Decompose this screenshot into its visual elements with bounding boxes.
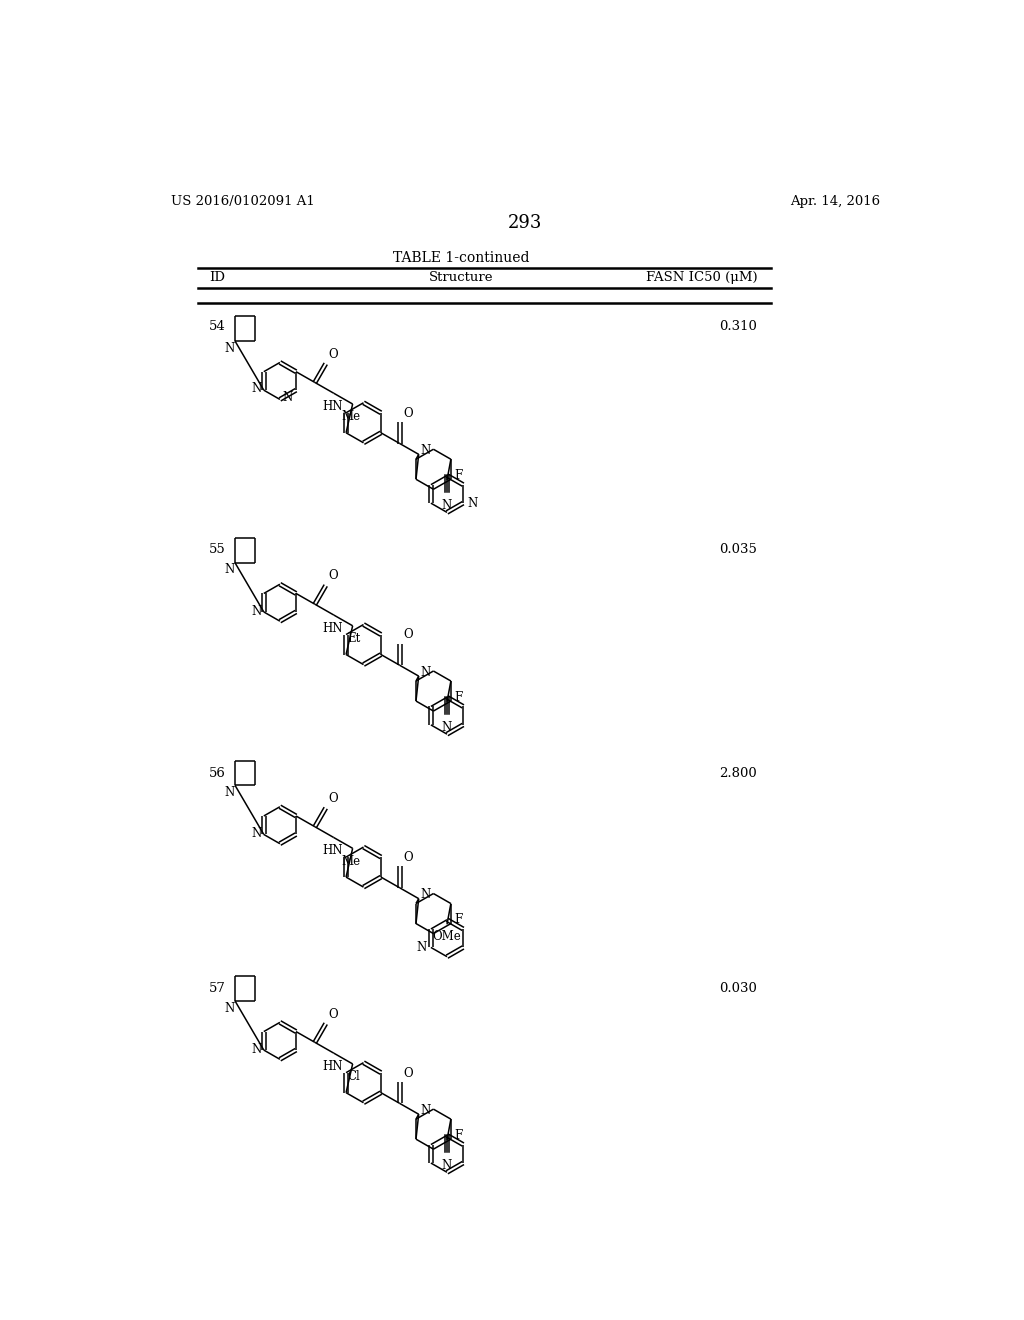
Text: N: N [442,499,453,512]
Text: Apr. 14, 2016: Apr. 14, 2016 [790,194,880,207]
Text: N: N [467,496,477,510]
Text: N: N [251,1043,261,1056]
Text: N: N [224,1002,234,1015]
Text: O: O [329,1007,339,1020]
Text: F: F [455,913,463,927]
Text: F: F [455,469,463,482]
Text: N: N [420,888,430,902]
Text: O: O [403,628,414,642]
Text: F: F [455,690,463,704]
Text: 293: 293 [508,214,542,232]
Text: 0.035: 0.035 [720,544,758,557]
Text: N: N [251,828,261,841]
Text: 2.800: 2.800 [720,767,758,780]
Text: N: N [224,785,234,799]
Text: OMe: OMe [432,931,462,944]
Text: 0.030: 0.030 [720,982,758,995]
Text: N: N [224,564,234,577]
Text: HN: HN [322,400,342,413]
Text: N: N [283,391,293,404]
Text: Et: Et [347,632,360,645]
Text: N: N [420,1104,430,1117]
Text: O: O [403,851,414,865]
Text: Me: Me [341,855,360,867]
Text: 55: 55 [209,544,226,557]
Text: US 2016/0102091 A1: US 2016/0102091 A1 [171,194,314,207]
Text: O: O [329,347,339,360]
Text: F: F [455,1129,463,1142]
Text: HN: HN [322,845,342,858]
Text: O: O [403,407,414,420]
Text: N: N [442,721,453,734]
Text: N: N [420,665,430,678]
Text: Cl: Cl [347,1071,360,1084]
Text: 57: 57 [209,982,226,995]
Text: ID: ID [209,271,225,284]
Text: TABLE 1-continued: TABLE 1-continued [393,251,529,265]
Text: N: N [417,941,427,954]
Text: N: N [251,605,261,618]
Text: O: O [403,1067,414,1080]
Text: Structure: Structure [429,271,494,284]
Text: 56: 56 [209,767,226,780]
Text: N: N [251,381,261,395]
Text: Me: Me [341,411,360,424]
Text: HN: HN [322,1060,342,1073]
Text: FASN IC50 (μM): FASN IC50 (μM) [646,271,758,284]
Text: HN: HN [322,622,342,635]
Text: 0.310: 0.310 [720,321,758,333]
Text: O: O [329,792,339,805]
Text: 54: 54 [209,321,226,333]
Text: N: N [442,1159,453,1172]
Text: O: O [329,569,339,582]
Text: N: N [224,342,234,355]
Text: N: N [420,444,430,457]
